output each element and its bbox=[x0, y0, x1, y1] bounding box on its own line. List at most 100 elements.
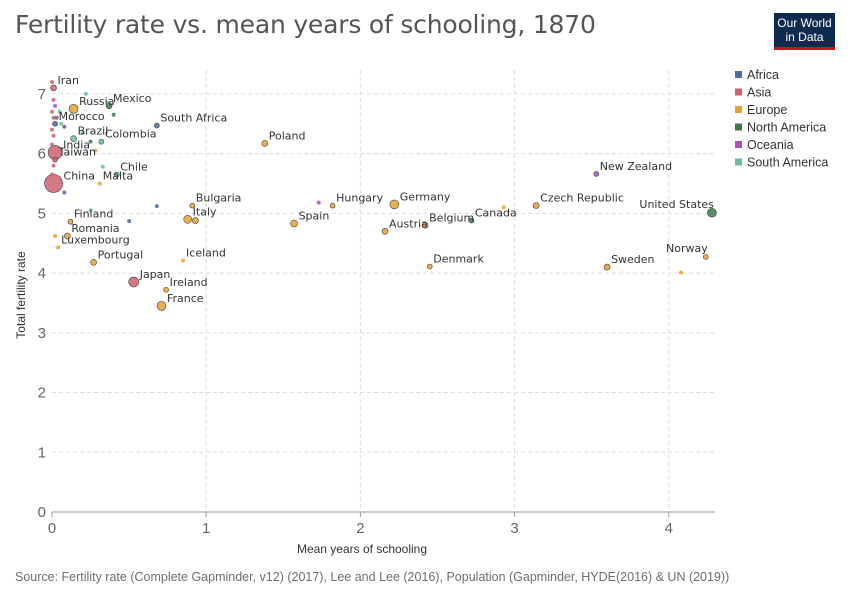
owid-logo[interactable]: Our World in Data bbox=[774, 13, 835, 50]
logo-line-2: in Data bbox=[785, 30, 824, 44]
x-tick-label: 2 bbox=[356, 520, 364, 537]
data-point[interactable] bbox=[59, 121, 64, 126]
data-point[interactable] bbox=[105, 100, 110, 105]
x-tick-label: 1 bbox=[202, 520, 210, 537]
data-point[interactable] bbox=[111, 112, 116, 117]
point-label: Malta bbox=[103, 169, 133, 182]
data-point[interactable] bbox=[83, 91, 88, 96]
data-points bbox=[44, 79, 717, 311]
data-point[interactable] bbox=[57, 109, 62, 114]
chart-title: Fertility rate vs. mean years of schooli… bbox=[15, 10, 596, 39]
data-point[interactable] bbox=[381, 227, 389, 235]
point-label: Denmark bbox=[433, 253, 484, 266]
legend-entry[interactable]: Africa bbox=[747, 68, 779, 82]
data-point[interactable] bbox=[51, 133, 56, 138]
data-point[interactable] bbox=[54, 115, 59, 120]
data-point[interactable] bbox=[80, 130, 85, 135]
data-point[interactable] bbox=[51, 163, 56, 168]
legend-entry[interactable]: Oceania bbox=[747, 138, 794, 152]
data-point[interactable] bbox=[62, 190, 67, 195]
data-point[interactable] bbox=[100, 164, 105, 169]
legend-entry[interactable]: South America bbox=[747, 156, 828, 170]
point-label: United States bbox=[639, 198, 714, 211]
data-point[interactable] bbox=[707, 207, 717, 218]
data-point[interactable] bbox=[189, 202, 196, 209]
data-point[interactable] bbox=[501, 205, 506, 210]
point-label: Taiwan bbox=[58, 146, 96, 159]
data-point[interactable] bbox=[156, 301, 167, 311]
legend-entry[interactable]: Asia bbox=[747, 86, 771, 100]
legend-entry[interactable]: North America bbox=[747, 121, 826, 135]
data-point[interactable] bbox=[70, 135, 77, 142]
data-point[interactable] bbox=[593, 171, 600, 177]
data-point[interactable] bbox=[679, 270, 684, 275]
data-point[interactable] bbox=[154, 204, 159, 209]
data-point[interactable] bbox=[50, 172, 54, 177]
legend-swatch bbox=[735, 88, 742, 96]
point-label: Portugal bbox=[98, 248, 144, 261]
data-point[interactable] bbox=[50, 127, 54, 132]
source-note: Source: Fertility rate (Complete Gapmind… bbox=[15, 570, 730, 584]
data-point[interactable] bbox=[97, 181, 102, 186]
data-point[interactable] bbox=[50, 79, 54, 84]
point-label: Hungary bbox=[336, 192, 383, 205]
data-point[interactable] bbox=[128, 276, 140, 288]
data-point[interactable] bbox=[183, 215, 192, 224]
data-point[interactable] bbox=[468, 217, 475, 224]
data-point[interactable] bbox=[421, 221, 429, 229]
data-point[interactable] bbox=[51, 115, 56, 120]
data-point[interactable] bbox=[389, 199, 400, 210]
data-point[interactable] bbox=[426, 263, 433, 270]
x-axis-ticks: 0 1 2 3 4 bbox=[48, 512, 673, 537]
point-label: Mexico bbox=[113, 92, 152, 105]
data-point[interactable] bbox=[532, 202, 540, 209]
y-tick-label: 6 bbox=[38, 146, 46, 163]
data-point[interactable] bbox=[68, 104, 79, 114]
y-tick-label: 7 bbox=[38, 86, 46, 103]
point-label: Norway bbox=[666, 242, 708, 255]
point-label: Brazil bbox=[78, 125, 109, 138]
data-point[interactable] bbox=[154, 122, 160, 129]
y-tick-label: 5 bbox=[38, 205, 46, 222]
data-point[interactable] bbox=[181, 258, 186, 263]
data-point[interactable] bbox=[702, 254, 709, 260]
y-tick-label: 0 bbox=[38, 504, 46, 521]
data-point[interactable] bbox=[192, 217, 199, 224]
data-point[interactable] bbox=[62, 124, 67, 129]
y-tick-label: 1 bbox=[38, 444, 46, 461]
point-label: Japan bbox=[139, 268, 171, 281]
data-point[interactable] bbox=[90, 259, 97, 266]
data-point[interactable] bbox=[329, 202, 336, 209]
data-point[interactable] bbox=[67, 218, 74, 225]
legend-swatch bbox=[735, 71, 742, 78]
data-point[interactable] bbox=[53, 103, 58, 108]
data-point[interactable] bbox=[50, 84, 57, 92]
data-point[interactable] bbox=[316, 200, 321, 205]
data-point[interactable] bbox=[53, 234, 58, 239]
data-point[interactable] bbox=[50, 142, 54, 147]
data-point[interactable] bbox=[163, 287, 169, 293]
data-point[interactable] bbox=[261, 140, 269, 147]
data-point[interactable] bbox=[56, 245, 61, 250]
x-tick-label: 0 bbox=[48, 520, 56, 537]
data-point[interactable] bbox=[88, 208, 93, 213]
logo-line-1: Our World bbox=[777, 16, 832, 30]
grid-lines bbox=[52, 70, 715, 512]
data-point[interactable] bbox=[127, 219, 132, 224]
data-point[interactable] bbox=[52, 120, 58, 127]
data-point[interactable] bbox=[51, 97, 56, 102]
data-point[interactable] bbox=[50, 109, 54, 114]
data-point[interactable] bbox=[603, 263, 611, 271]
data-point[interactable] bbox=[93, 148, 98, 153]
data-point[interactable] bbox=[98, 138, 105, 145]
data-point[interactable] bbox=[290, 219, 298, 228]
data-point[interactable] bbox=[44, 174, 63, 193]
data-point[interactable] bbox=[52, 156, 58, 163]
data-point[interactable] bbox=[113, 171, 120, 178]
data-point[interactable] bbox=[64, 232, 71, 240]
point-label: Germany bbox=[400, 190, 451, 203]
data-point[interactable] bbox=[88, 139, 93, 144]
legend-entry[interactable]: Europe bbox=[747, 103, 787, 117]
